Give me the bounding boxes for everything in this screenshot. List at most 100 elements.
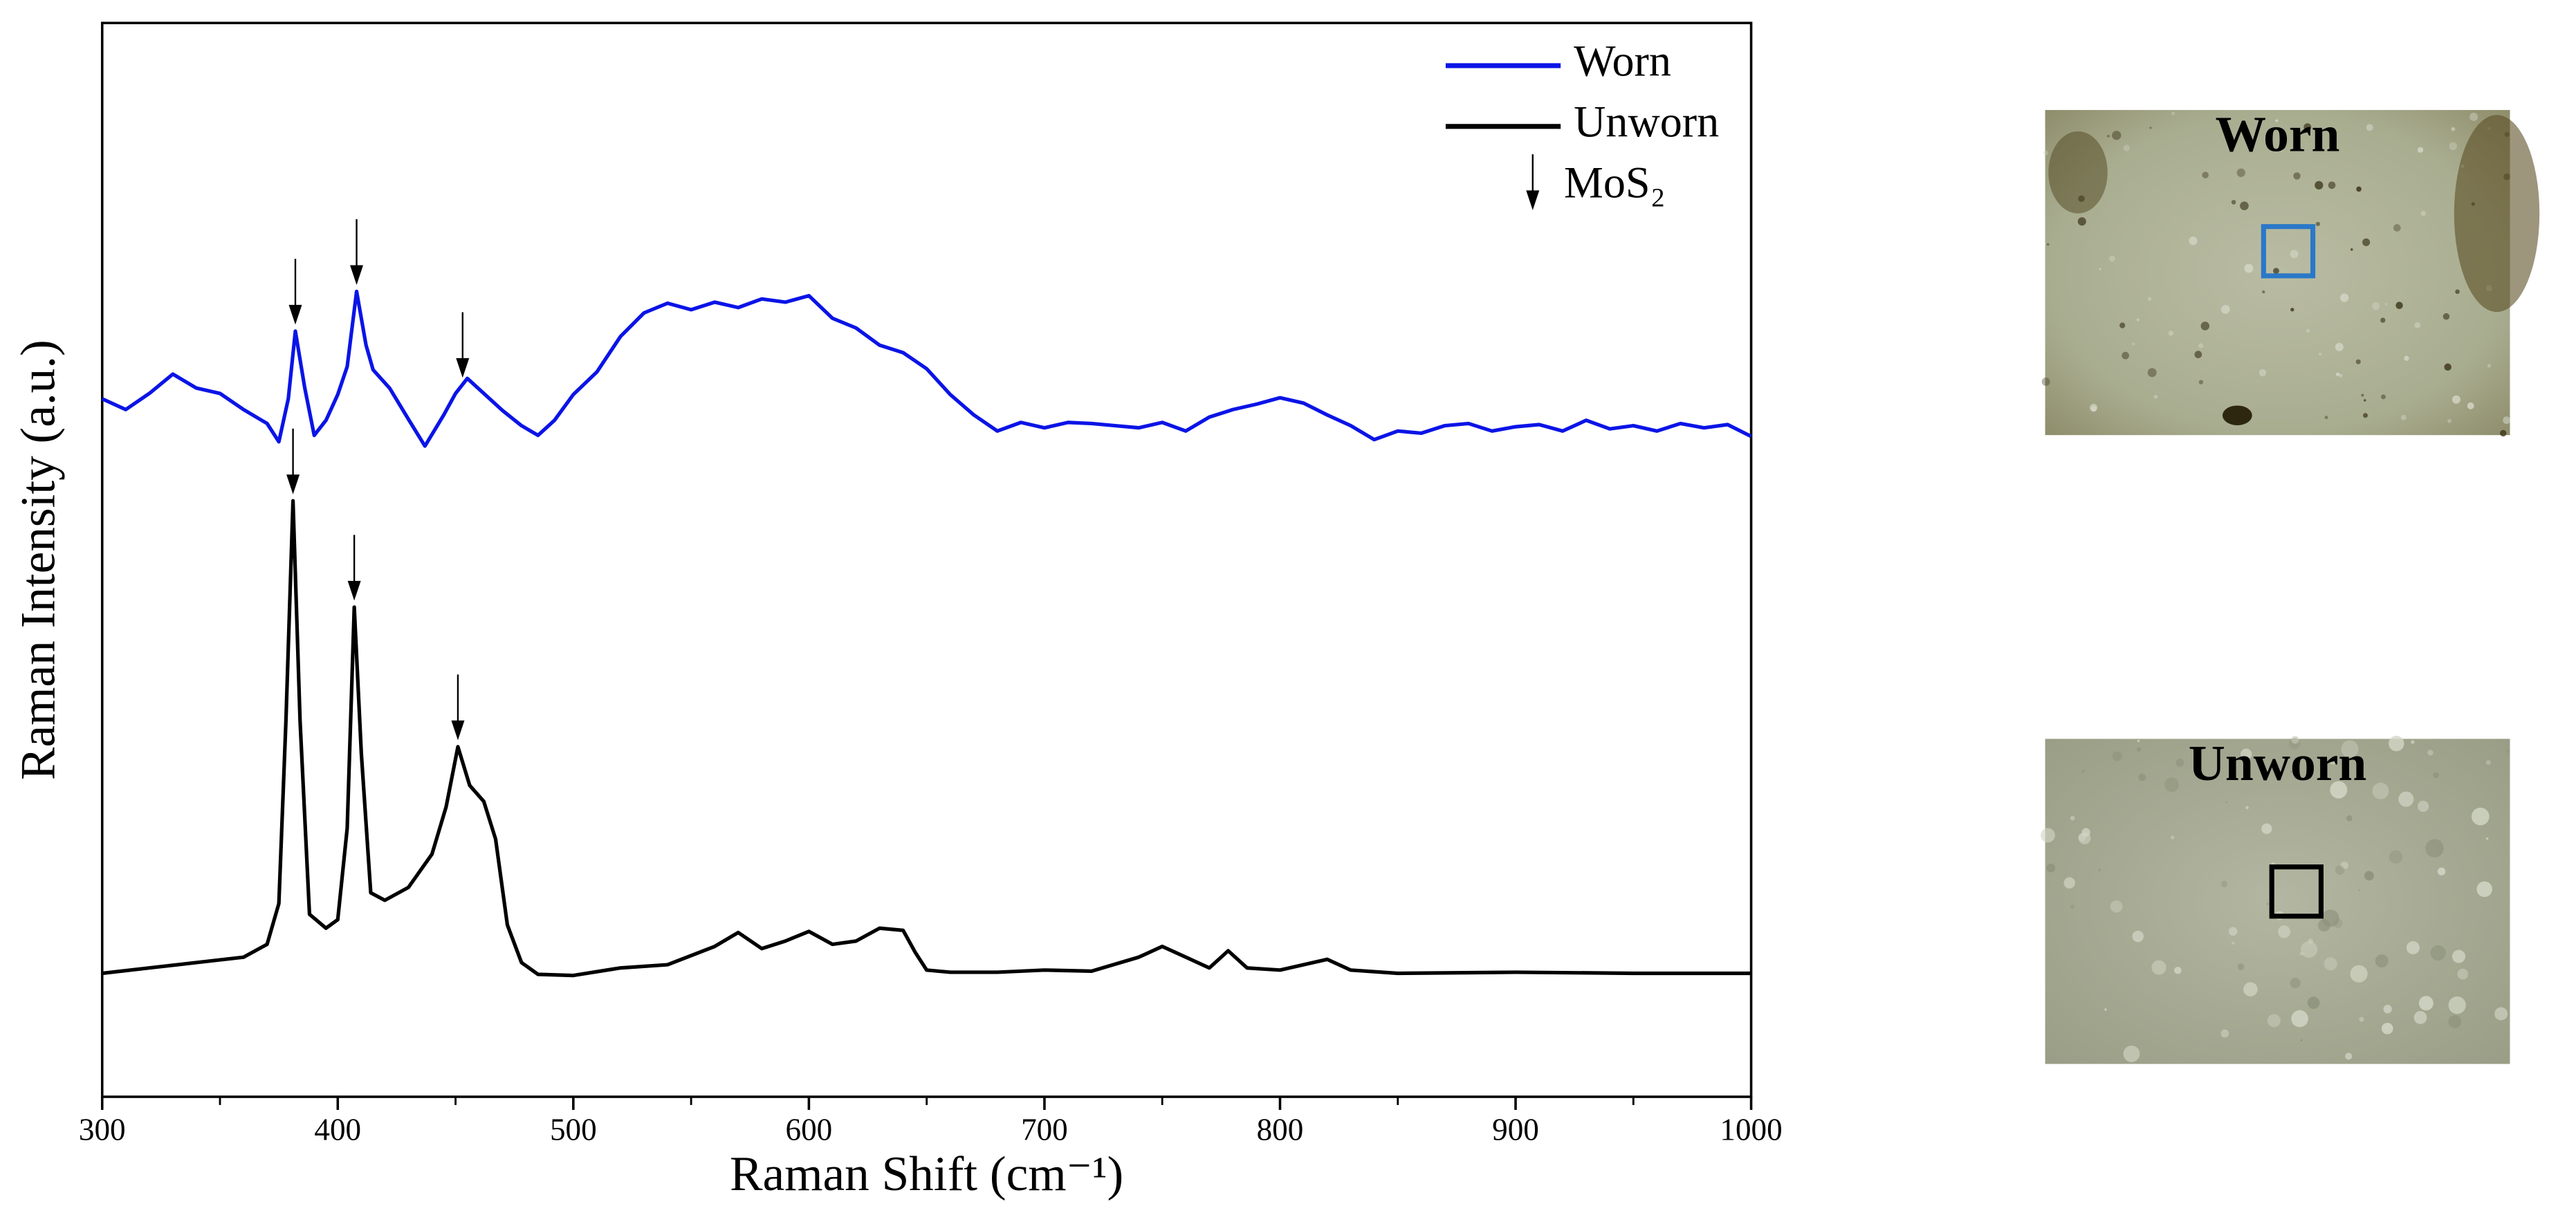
peak-arrow xyxy=(347,535,361,601)
texture-spot xyxy=(2189,236,2198,245)
texture-spot xyxy=(2164,777,2179,792)
texture-spot xyxy=(2420,210,2426,216)
texture-spot xyxy=(2324,416,2328,420)
x-tick-label: 500 xyxy=(550,1113,597,1147)
texture-spot xyxy=(2258,369,2267,377)
texture-spot xyxy=(2132,930,2144,943)
texture-spot xyxy=(2112,751,2122,761)
texture-spot xyxy=(2308,938,2314,944)
texture-spot xyxy=(2291,1010,2308,1028)
texture-spot xyxy=(2393,224,2401,232)
texture-spot xyxy=(2278,925,2291,938)
texture-spot xyxy=(2364,399,2366,402)
texture-spot xyxy=(2355,359,2361,364)
texture-spot xyxy=(2275,119,2279,122)
texture-spot xyxy=(2452,949,2466,963)
texture-spot xyxy=(2346,815,2353,822)
texture-spot xyxy=(2110,900,2123,913)
texture-spot xyxy=(2451,395,2460,404)
texture-spot xyxy=(2136,747,2142,752)
x-axis-label: Raman Shift (cm⁻¹) xyxy=(730,1147,1123,1201)
x-tick-label: 600 xyxy=(786,1113,833,1147)
texture-spot xyxy=(2372,302,2380,310)
x-tick-label: 400 xyxy=(314,1113,361,1147)
x-tick-label: 1000 xyxy=(1720,1113,1782,1147)
texture-spot xyxy=(2138,773,2146,781)
texture-spot xyxy=(2485,837,2489,840)
texture-spot xyxy=(2472,807,2490,826)
micrograph: Unworn xyxy=(2041,734,2510,1064)
texture-spot xyxy=(2454,115,2540,313)
x-tick-label: 900 xyxy=(1492,1113,1539,1147)
texture-spot xyxy=(2225,801,2228,804)
texture-spot xyxy=(2339,293,2349,302)
legend-label: Unworn xyxy=(1574,98,1719,147)
texture-spot xyxy=(2406,940,2420,954)
texture-spot xyxy=(2236,168,2245,177)
texture-spot xyxy=(2228,927,2238,936)
peak-arrow xyxy=(286,428,300,494)
texture-spot xyxy=(2274,148,2276,151)
texture-spot xyxy=(2389,735,2404,752)
texture-spot xyxy=(2168,331,2174,336)
texture-spot xyxy=(2500,429,2507,437)
texture-spot xyxy=(2112,131,2122,140)
texture-spot xyxy=(2430,945,2446,961)
peak-arrow xyxy=(1526,154,1540,210)
texture-spot xyxy=(2335,865,2345,875)
texture-spot xyxy=(2262,290,2265,294)
texture-spot xyxy=(2123,145,2130,151)
peak-arrow xyxy=(288,259,302,325)
texture-spot xyxy=(2104,1008,2107,1011)
texture-spot xyxy=(2335,372,2340,376)
texture-spot xyxy=(2043,150,2048,156)
arrow-head xyxy=(350,265,364,285)
texture-spot xyxy=(2291,736,2299,744)
texture-spot xyxy=(2335,342,2344,351)
texture-spot xyxy=(2317,919,2330,932)
texture-spot xyxy=(2427,750,2434,756)
texture-spot xyxy=(2108,255,2116,262)
texture-spot xyxy=(2358,889,2361,891)
texture-spot xyxy=(2400,414,2407,420)
texture-spot xyxy=(2328,181,2336,189)
texture-spot xyxy=(2411,740,2415,744)
texture-spot xyxy=(2384,303,2388,306)
texture-spot xyxy=(2137,739,2140,743)
micrograph-label: Unworn xyxy=(2189,734,2367,791)
texture-spot xyxy=(2467,402,2474,409)
texture-spot xyxy=(2303,123,2312,131)
texture-spot xyxy=(2301,940,2318,958)
texture-spot xyxy=(2364,871,2374,881)
plot-frame xyxy=(100,21,1753,1098)
texture-spot xyxy=(2494,1007,2508,1021)
texture-spot xyxy=(2417,147,2424,153)
texture-spot xyxy=(2505,749,2510,753)
texture-spot xyxy=(2198,343,2204,349)
texture-spot xyxy=(2449,142,2457,151)
texture-spot xyxy=(2237,963,2245,970)
texture-spot xyxy=(2404,355,2409,361)
texture-spot xyxy=(2330,781,2348,799)
peak-arrow xyxy=(350,219,364,285)
texture-spot xyxy=(2078,833,2086,842)
texture-spot xyxy=(2345,1052,2353,1060)
texture-spot xyxy=(2485,760,2491,766)
texture-spot xyxy=(2081,770,2085,773)
texture-spot xyxy=(2220,1029,2229,1038)
texture-spot xyxy=(2290,250,2299,259)
texture-spot xyxy=(2261,823,2272,835)
texture-spot xyxy=(2389,850,2403,864)
texture-spot xyxy=(2119,322,2126,328)
texture-spot xyxy=(2290,308,2294,312)
texture-spot xyxy=(2174,966,2182,974)
texture-spot xyxy=(2375,954,2389,968)
texture-spot xyxy=(2048,131,2108,214)
texture-spot xyxy=(2339,373,2343,378)
arrow-head xyxy=(451,720,465,741)
texture-spot xyxy=(2359,1017,2364,1022)
texture-spot xyxy=(2267,1014,2281,1028)
texture-spot xyxy=(2447,418,2451,423)
